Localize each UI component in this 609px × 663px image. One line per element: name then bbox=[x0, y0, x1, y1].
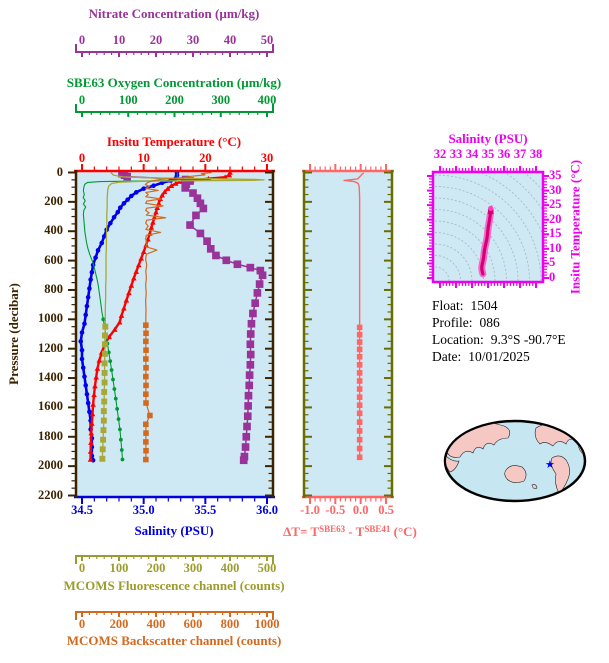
ts-sal-tick-label: 38 bbox=[529, 147, 543, 161]
backscatter-tick-label: 800 bbox=[220, 617, 240, 631]
pressure-tick-label: 800 bbox=[44, 281, 63, 296]
nitrate-axis-title: Nitrate Concentration (µm/kg) bbox=[88, 6, 260, 21]
oxygen-tick-label: 200 bbox=[165, 93, 184, 107]
date-value: 10/01/2025 bbox=[468, 349, 530, 364]
oxygen-tick-label: 400 bbox=[257, 93, 277, 107]
delta-tick-label: -0.5 bbox=[325, 503, 346, 517]
ts-temperature-tick-label: 10 bbox=[549, 240, 562, 255]
series-fluorescence bbox=[99, 172, 265, 462]
pressure-tick-label: 2000 bbox=[38, 458, 63, 473]
fluorescence-tick-label: 0 bbox=[78, 561, 86, 575]
float-info-block: Float: 1504 Profile: 086 Location: 9.3°S -9… bbox=[432, 297, 566, 365]
nitrate-tick-label: 10 bbox=[112, 33, 126, 47]
series-delta-t bbox=[343, 172, 365, 461]
delta-t-axis-title: ΔT= TSBE63 - TSBE41 (°C) bbox=[283, 524, 417, 539]
salinity-axis-title: Salinity (PSU) bbox=[134, 523, 214, 538]
nitrate-tick-label: 20 bbox=[149, 33, 163, 47]
pressure-tick-label: 400 bbox=[44, 223, 63, 238]
oxygen-tick-label: 100 bbox=[118, 93, 138, 107]
delta-tick-label: -1.0 bbox=[300, 503, 320, 517]
fluorescence-tick-label: 200 bbox=[146, 561, 166, 575]
temperature-tick-label: 30 bbox=[260, 151, 274, 165]
pressure-tick-label: 1400 bbox=[38, 370, 63, 385]
oxygen-axis-title: SBE63 Oxygen Concentration (µm/kg) bbox=[66, 75, 282, 90]
backscatter-tick-label: 200 bbox=[109, 617, 129, 631]
profile-value: 086 bbox=[479, 315, 500, 330]
series-oxygen bbox=[82, 172, 178, 462]
nitrate-tick-label: 30 bbox=[186, 33, 200, 47]
backscatter-tick-label: 1000 bbox=[254, 617, 280, 631]
location-value: 9.3°S -90.7°E bbox=[490, 332, 566, 347]
ts-temperature-tick-label: 35 bbox=[549, 168, 562, 182]
fluorescence-tick-label: 300 bbox=[183, 561, 203, 575]
salinity-tick-label: 34.5 bbox=[71, 503, 93, 517]
series-nitrate bbox=[118, 170, 267, 465]
ts-temperature-tick-label: 25 bbox=[549, 197, 562, 212]
pressure-tick-label: 1000 bbox=[38, 311, 63, 326]
temperature-tick-label: 20 bbox=[199, 151, 212, 165]
delta-tick-label: 0.0 bbox=[352, 503, 369, 517]
ts-temperature-axis-title: Insitu Temperature (°C) bbox=[567, 159, 583, 295]
salinity-tick-label: 35.5 bbox=[194, 503, 217, 517]
ts-track bbox=[478, 205, 494, 278]
pressure-tick-label: 0 bbox=[56, 164, 63, 179]
series-backscatter bbox=[143, 171, 212, 463]
ts-temperature-tick-label: 0 bbox=[549, 270, 556, 284]
fluorescence-tick-label: 100 bbox=[109, 561, 129, 575]
pressure-tick-label: 200 bbox=[44, 193, 63, 208]
pressure-tick-label: 600 bbox=[44, 252, 63, 267]
oxygen-tick-label: 300 bbox=[211, 93, 231, 107]
nitrate-tick-label: 40 bbox=[223, 33, 237, 47]
temperature-axis-title: Insitu Temperature (°C) bbox=[106, 134, 242, 149]
ts-temperature-tick-label: 20 bbox=[549, 211, 562, 226]
pressure-tick-label: 1800 bbox=[38, 428, 63, 443]
ts-sal-tick-label: 33 bbox=[449, 147, 463, 161]
world-map: ★ bbox=[443, 419, 587, 503]
fluorescence-tick-label: 500 bbox=[257, 561, 277, 575]
pressure-tick-label: 1200 bbox=[38, 340, 63, 355]
fluorescence-tick-label: 400 bbox=[220, 561, 240, 575]
ts-sal-tick-label: 32 bbox=[433, 147, 447, 161]
fluorescence-axis-title: MCOMS Fluorescence channel (counts) bbox=[63, 578, 285, 593]
float-id-row: Float: 1504 bbox=[432, 298, 498, 313]
location-row: Location: 9.3°S -90.7°E bbox=[432, 332, 566, 347]
temperature-tick-label: 0 bbox=[78, 151, 86, 165]
ts-sal-tick-label: 35 bbox=[481, 147, 495, 161]
nitrate-tick-label: 0 bbox=[78, 33, 86, 47]
ts-temperature-tick-label: 5 bbox=[549, 255, 556, 270]
ts-sal-tick-label: 34 bbox=[465, 147, 479, 161]
date-row: Date: 10/01/2025 bbox=[432, 349, 530, 364]
delta-panel-bg bbox=[303, 170, 393, 498]
ts-salinity-axis-title: Salinity (PSU) bbox=[448, 131, 528, 146]
temperature-tick-label: 10 bbox=[137, 151, 150, 165]
backscatter-tick-label: 600 bbox=[183, 617, 203, 631]
backscatter-axis-title: MCOMS Backscatter channel (counts) bbox=[66, 633, 282, 648]
pressure-tick-label: 1600 bbox=[38, 399, 63, 414]
oxygen-tick-label: 0 bbox=[78, 93, 86, 107]
nitrate-tick-label: 50 bbox=[260, 33, 274, 47]
float-location-star: ★ bbox=[545, 459, 555, 471]
float-id-value: 1504 bbox=[470, 298, 498, 313]
delta-tick-label: 0.5 bbox=[378, 503, 394, 517]
salinity-tick-label: 35.0 bbox=[132, 503, 155, 517]
salinity-tick-label: 36.0 bbox=[256, 503, 278, 517]
profile-row: Profile: 086 bbox=[432, 315, 500, 330]
ts-temperature-tick-label: 30 bbox=[549, 182, 562, 197]
pressure-tick-label: 2200 bbox=[38, 487, 63, 502]
backscatter-tick-label: 400 bbox=[146, 617, 166, 631]
ts-sal-tick-label: 36 bbox=[497, 147, 511, 161]
ts-sal-tick-label: 37 bbox=[513, 147, 527, 161]
backscatter-tick-label: 0 bbox=[78, 617, 86, 631]
ts-temperature-tick-label: 15 bbox=[549, 226, 562, 241]
